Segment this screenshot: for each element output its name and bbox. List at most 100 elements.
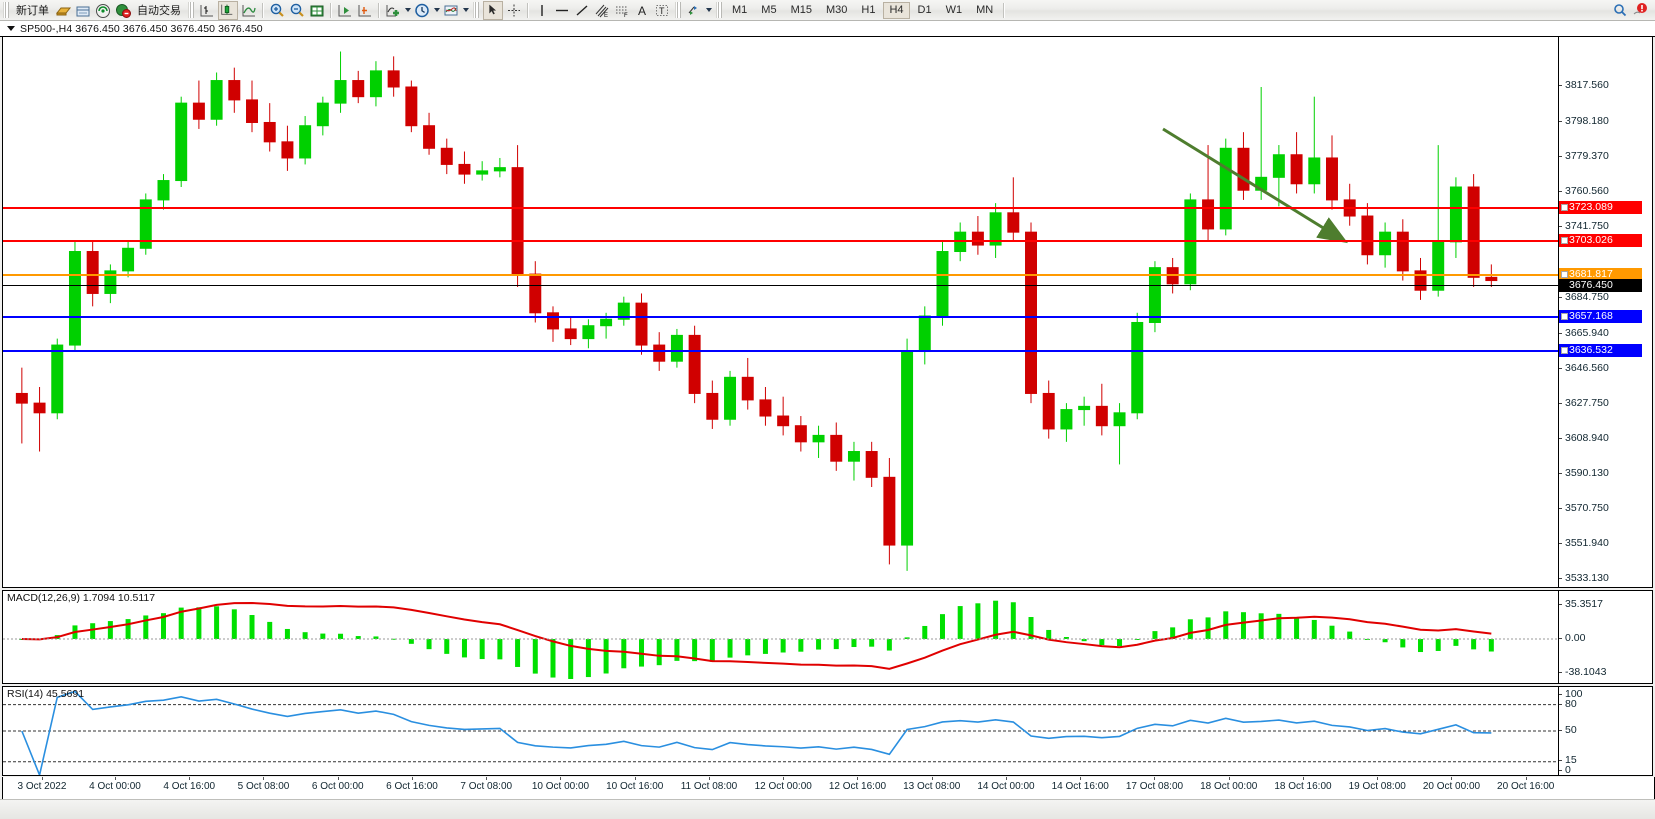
objects-list-icon[interactable] xyxy=(685,2,703,19)
time-axis-tick xyxy=(41,777,43,780)
text-icon[interactable]: A xyxy=(633,2,651,19)
price-tick-label: 3684.750 xyxy=(1565,291,1609,303)
drawing-tools-grip[interactable] xyxy=(473,2,479,18)
time-axis-label: 20 Oct 16:00 xyxy=(1497,781,1555,792)
time-axis-tick xyxy=(931,777,933,780)
macd-panel[interactable]: MACD(12,26,9) 1.7094 10.5117 35.3517 0.00… xyxy=(2,590,1653,684)
price-tick-label: 3646.560 xyxy=(1565,362,1609,374)
periods-clock-icon[interactable] xyxy=(413,2,431,19)
level-label-current-price[interactable]: 3676.450 xyxy=(1559,279,1642,292)
alert-icon[interactable] xyxy=(1631,2,1649,19)
templates-icon[interactable] xyxy=(442,2,460,19)
timeframe-h1[interactable]: H1 xyxy=(861,3,876,16)
toolbar-grip[interactable] xyxy=(3,2,9,18)
level-handle[interactable] xyxy=(1561,204,1568,211)
symbol-ohlc-label: SP500-,H4 3676.450 3676.450 3676.450 367… xyxy=(20,22,263,35)
horizontal-line-icon[interactable] xyxy=(553,2,571,19)
price-tick-label: 3665.940 xyxy=(1565,327,1609,339)
data-window-icon[interactable] xyxy=(74,2,92,19)
timeframe-grip[interactable] xyxy=(716,2,722,18)
level-handle[interactable] xyxy=(1561,271,1568,278)
toolbar-separator-3 xyxy=(378,2,380,18)
time-axis-label: 12 Oct 16:00 xyxy=(828,781,887,792)
level-line-pivot[interactable] xyxy=(3,274,1559,276)
price-tick-label: 3570.750 xyxy=(1565,502,1609,514)
time-axis-tick xyxy=(708,777,710,780)
level-label-resistance-2[interactable]: 3703.026 xyxy=(1559,234,1642,247)
rsi-tick-label: 15 xyxy=(1565,754,1577,766)
time-axis-label: 18 Oct 00:00 xyxy=(1200,781,1258,792)
timeframe-m5[interactable]: M5 xyxy=(761,3,777,16)
templates-dropdown-arrow[interactable] xyxy=(461,2,470,19)
objects-grip[interactable] xyxy=(675,2,681,18)
symbol-bar[interactable]: SP500-,H4 3676.450 3676.450 3676.450 367… xyxy=(0,21,1655,37)
macd-plot-area[interactable]: MACD(12,26,9) 1.7094 10.5117 xyxy=(3,591,1559,683)
time-axis[interactable]: 3 Oct 2022 4 Oct 00:00 4 Oct 16:00 5 Oct 08… xyxy=(2,777,1655,800)
trendline-icon[interactable] xyxy=(573,2,591,19)
timeframe-mn[interactable]: MN xyxy=(976,3,994,16)
level-handle[interactable] xyxy=(1561,347,1568,354)
level-handle[interactable] xyxy=(1561,237,1568,244)
time-axis-tick xyxy=(337,777,339,780)
level-line-support-1[interactable] xyxy=(3,316,1559,318)
cursor-icon[interactable] xyxy=(483,0,503,20)
timeframe-h4[interactable]: H4 xyxy=(883,1,910,19)
indicators-icon[interactable] xyxy=(384,2,402,19)
rsi-panel[interactable]: RSI(14) 45.5691 100 80 50 15 0 xyxy=(2,686,1653,776)
chevron-down-icon[interactable] xyxy=(7,26,15,31)
level-label-pivot[interactable]: 3681.817 xyxy=(1559,268,1642,281)
rsi-plot-area[interactable]: RSI(14) 45.5691 xyxy=(3,687,1559,775)
price-chart-panel[interactable]: 3817.560 3798.180 3779.370 3760.560 3741.750… xyxy=(2,36,1653,588)
candlestick-chart-icon[interactable] xyxy=(218,0,238,20)
gold-bar-icon[interactable] xyxy=(54,2,72,19)
timeframe-m1[interactable]: M1 xyxy=(732,3,748,16)
autotrading-icon[interactable] xyxy=(114,2,132,19)
chart-type-grip[interactable] xyxy=(188,2,194,18)
auto-scroll-icon[interactable] xyxy=(336,2,354,19)
zoom-out-icon[interactable] xyxy=(288,2,306,19)
level-line-support-2[interactable] xyxy=(3,350,1559,352)
chart-grid-icon[interactable] xyxy=(308,2,326,19)
main-toolbar: 新订单 自动交易 xyxy=(0,0,1655,21)
timeframe-d1[interactable]: D1 xyxy=(917,3,932,16)
bar-chart-icon[interactable] xyxy=(198,2,216,19)
rsi-tick-label: 50 xyxy=(1565,724,1577,736)
level-line-resistance-2[interactable] xyxy=(3,240,1559,242)
timeframe-m15[interactable]: M15 xyxy=(790,3,812,16)
time-axis-label: 7 Oct 08:00 xyxy=(460,781,513,792)
time-axis-label: 4 Oct 16:00 xyxy=(163,781,216,792)
equidistant-channel-icon[interactable]: E xyxy=(593,2,611,19)
search-icon[interactable] xyxy=(1611,2,1629,19)
timeframe-m30[interactable]: M30 xyxy=(825,3,848,16)
new-order-button[interactable]: 新订单 xyxy=(12,1,53,19)
fibonacci-icon[interactable]: F xyxy=(613,2,631,19)
navigator-signal-icon[interactable] xyxy=(94,2,112,19)
level-line-resistance-1[interactable] xyxy=(3,207,1559,209)
autotrading-label: 自动交易 xyxy=(137,5,181,17)
svg-text:T: T xyxy=(659,6,665,16)
timeframe-w1[interactable]: W1 xyxy=(945,3,963,16)
zoom-in-icon[interactable] xyxy=(268,2,286,19)
crosshair-icon[interactable] xyxy=(505,2,523,19)
time-axis-label: 5 Oct 08:00 xyxy=(237,781,290,792)
level-handle[interactable] xyxy=(1561,313,1568,320)
chart-shift-icon[interactable] xyxy=(356,2,374,19)
price-axis[interactable]: 3817.560 3798.180 3779.370 3760.560 3741.750… xyxy=(1558,37,1652,587)
price-plot-area[interactable] xyxy=(3,37,1559,587)
vertical-line-icon[interactable] xyxy=(533,2,551,19)
level-label-resistance-1[interactable]: 3723.089 xyxy=(1559,201,1642,214)
time-axis-label: 14 Oct 16:00 xyxy=(1051,781,1109,792)
level-line-current-price[interactable] xyxy=(3,285,1559,286)
macd-label: MACD(12,26,9) 1.7094 10.5117 xyxy=(7,592,156,604)
annotations-layer[interactable] xyxy=(3,37,1559,587)
objects-dropdown-arrow[interactable] xyxy=(704,2,713,19)
indicators-dropdown-arrow[interactable] xyxy=(403,2,412,19)
level-label-support-1[interactable]: 3657.168 xyxy=(1559,310,1642,323)
time-axis-tick xyxy=(1525,777,1527,780)
price-tick-label: 3608.940 xyxy=(1565,432,1609,444)
autotrading-button[interactable]: 自动交易 xyxy=(133,1,185,19)
level-label-support-2[interactable]: 3636.532 xyxy=(1559,344,1642,357)
text-label-icon[interactable]: T xyxy=(653,2,671,19)
periods-dropdown-arrow[interactable] xyxy=(432,2,441,19)
line-chart-icon[interactable] xyxy=(240,2,258,19)
